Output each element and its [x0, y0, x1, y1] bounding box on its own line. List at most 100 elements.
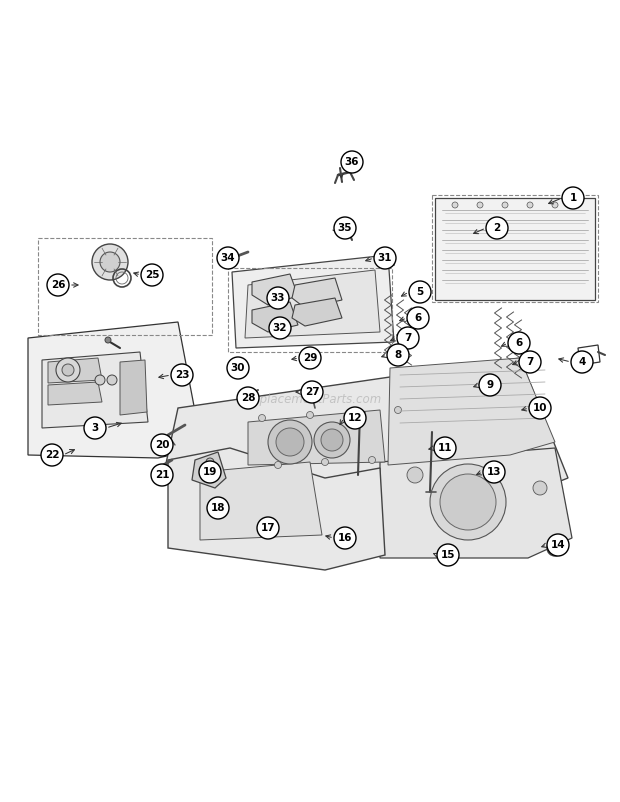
Polygon shape	[252, 274, 298, 305]
Bar	[432, 195, 598, 302]
Circle shape	[407, 467, 423, 483]
Text: 22: 22	[45, 450, 60, 460]
Circle shape	[552, 202, 558, 208]
Circle shape	[321, 429, 343, 451]
Circle shape	[533, 481, 547, 495]
Text: 20: 20	[155, 440, 169, 450]
Circle shape	[62, 364, 74, 376]
Polygon shape	[200, 462, 322, 540]
Text: 13: 13	[487, 467, 501, 477]
Circle shape	[105, 337, 111, 343]
Text: 15: 15	[441, 550, 455, 560]
Circle shape	[56, 358, 80, 382]
Circle shape	[308, 388, 316, 396]
Circle shape	[334, 217, 356, 239]
Circle shape	[237, 387, 259, 409]
Circle shape	[236, 364, 244, 372]
Text: 23: 23	[175, 370, 189, 380]
Circle shape	[217, 247, 239, 269]
Polygon shape	[380, 448, 572, 558]
Text: 11: 11	[438, 443, 452, 453]
Text: 10: 10	[533, 403, 547, 413]
Circle shape	[434, 437, 456, 459]
Circle shape	[207, 497, 229, 519]
Text: 16: 16	[338, 533, 352, 543]
Circle shape	[477, 202, 483, 208]
Circle shape	[502, 202, 508, 208]
Text: eReplacementParts.com: eReplacementParts.com	[238, 394, 382, 407]
Polygon shape	[120, 360, 147, 415]
Text: 32: 32	[273, 323, 287, 333]
Circle shape	[206, 458, 214, 466]
Circle shape	[409, 281, 431, 303]
Text: 17: 17	[260, 523, 275, 533]
Circle shape	[100, 252, 120, 272]
Polygon shape	[245, 270, 380, 338]
Text: 9: 9	[487, 380, 494, 390]
Circle shape	[41, 444, 63, 466]
Circle shape	[452, 202, 458, 208]
Text: 3: 3	[91, 423, 99, 433]
Circle shape	[268, 420, 312, 464]
Text: 4: 4	[578, 357, 586, 367]
Circle shape	[519, 351, 541, 373]
Circle shape	[334, 527, 356, 549]
Circle shape	[322, 459, 329, 465]
Circle shape	[483, 461, 505, 483]
Circle shape	[527, 202, 533, 208]
Text: 7: 7	[404, 333, 412, 343]
Text: 25: 25	[144, 270, 159, 280]
Text: 18: 18	[211, 503, 225, 513]
Circle shape	[267, 287, 289, 309]
Circle shape	[246, 393, 252, 399]
Circle shape	[387, 344, 409, 366]
Circle shape	[199, 461, 221, 483]
Circle shape	[571, 351, 593, 373]
Circle shape	[440, 474, 496, 530]
Polygon shape	[292, 278, 342, 308]
Circle shape	[171, 364, 193, 386]
Circle shape	[479, 374, 501, 396]
Polygon shape	[48, 382, 102, 405]
Circle shape	[562, 187, 584, 209]
Circle shape	[430, 464, 506, 540]
Circle shape	[407, 307, 429, 329]
Polygon shape	[388, 358, 555, 465]
Circle shape	[275, 461, 281, 468]
Polygon shape	[232, 255, 394, 348]
Circle shape	[306, 411, 314, 419]
Polygon shape	[165, 358, 568, 498]
Circle shape	[259, 415, 265, 422]
Circle shape	[299, 347, 321, 369]
Circle shape	[84, 417, 106, 439]
Circle shape	[47, 274, 69, 296]
Text: 14: 14	[551, 540, 565, 550]
Polygon shape	[435, 198, 595, 300]
Circle shape	[529, 397, 551, 419]
Text: 30: 30	[231, 363, 246, 373]
Circle shape	[551, 544, 559, 552]
Circle shape	[368, 456, 376, 464]
Text: 7: 7	[526, 357, 534, 367]
Circle shape	[301, 381, 323, 403]
Circle shape	[269, 317, 291, 339]
Circle shape	[257, 517, 279, 539]
Text: 6: 6	[414, 313, 422, 323]
Circle shape	[394, 407, 402, 414]
Circle shape	[314, 422, 350, 458]
Text: 2: 2	[494, 223, 500, 233]
Circle shape	[352, 408, 358, 415]
Circle shape	[486, 217, 508, 239]
Text: 12: 12	[348, 413, 362, 423]
Polygon shape	[252, 302, 298, 332]
Bar	[38, 238, 212, 335]
Circle shape	[374, 247, 396, 269]
Text: 29: 29	[303, 353, 317, 363]
Text: 31: 31	[378, 253, 392, 263]
Polygon shape	[248, 410, 385, 465]
Polygon shape	[292, 298, 342, 326]
Circle shape	[227, 255, 233, 261]
Polygon shape	[42, 352, 148, 428]
Text: 27: 27	[304, 387, 319, 397]
Circle shape	[344, 407, 366, 429]
